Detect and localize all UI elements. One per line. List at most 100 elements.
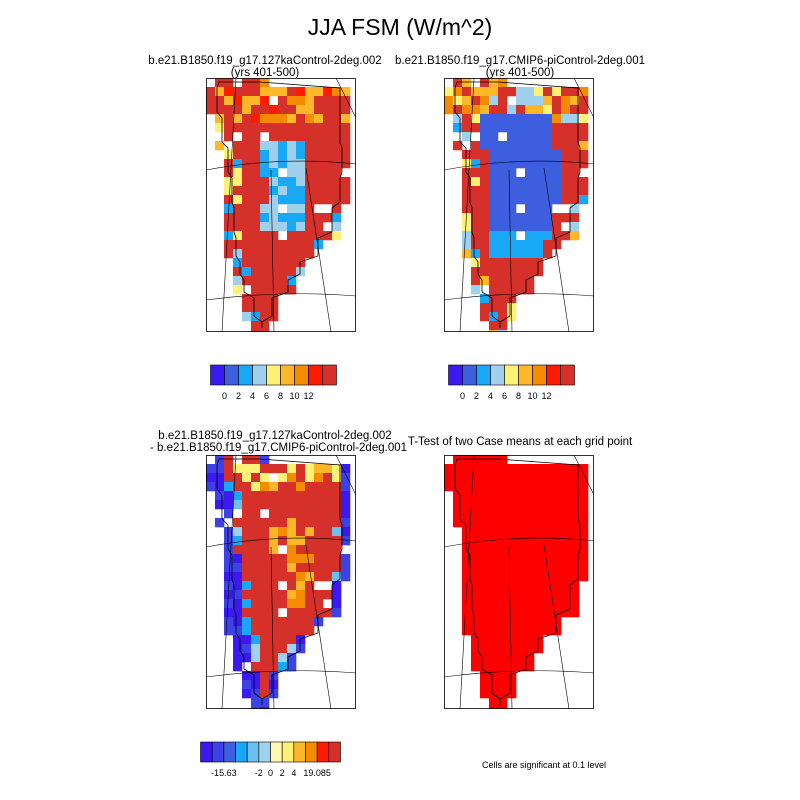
- grid-cell: [341, 123, 351, 133]
- panel3-colorbar: -15.63 -2 0 2 4 19.085: [200, 741, 341, 778]
- grid-cell: [462, 114, 472, 124]
- grid-cell: [332, 123, 342, 133]
- grid-cell: [314, 150, 324, 160]
- grid-cell: [525, 177, 535, 187]
- grid-cell: [507, 240, 517, 250]
- grid-cell: [296, 608, 306, 618]
- grid-cell: [260, 671, 270, 681]
- grid-cell: [480, 500, 490, 510]
- grid-cell: [287, 608, 297, 618]
- grid-cell: [489, 240, 499, 250]
- grid-cell: [552, 500, 562, 510]
- grid-cell: [287, 536, 297, 546]
- latitude-line: [206, 293, 356, 301]
- grid-cell: [242, 455, 252, 465]
- grid-cell: [278, 195, 288, 205]
- grid-cell: [287, 204, 297, 214]
- grid-cell: [498, 545, 508, 555]
- grid-cell: [570, 114, 580, 124]
- grid-cell: [579, 536, 589, 546]
- grid-cell: [561, 87, 571, 97]
- grid-cell: [233, 150, 243, 160]
- longitude-line: [573, 455, 594, 496]
- grid-cell: [332, 87, 342, 97]
- latitude-line: [206, 670, 356, 678]
- grid-cell: [489, 204, 499, 214]
- grid-cell: [242, 563, 252, 573]
- grid-cell: [233, 114, 243, 124]
- grid-cell: [296, 222, 306, 232]
- grid-cell: [323, 96, 333, 106]
- map-cells: [206, 455, 351, 709]
- grid-cell: [269, 617, 279, 627]
- grid-cell: [332, 581, 342, 591]
- grid-cell: [251, 168, 261, 178]
- grid-cell: [314, 599, 324, 609]
- grid-cell: [462, 590, 472, 600]
- grid-cell: [242, 132, 252, 142]
- grid-cell: [296, 491, 306, 501]
- grid-cell: [287, 599, 297, 609]
- grid-cell: [215, 455, 225, 465]
- grid-cell: [471, 527, 481, 537]
- grid-cell: [525, 249, 535, 259]
- colorbar-box: [504, 364, 519, 386]
- grid-cell: [233, 258, 243, 268]
- grid-cell: [507, 518, 517, 528]
- grid-cell: [233, 240, 243, 250]
- map-frame: [206, 78, 356, 332]
- grid-cell: [296, 590, 306, 600]
- grid-cell: [498, 590, 508, 600]
- grid-cell: [287, 168, 297, 178]
- grid-cell: [480, 294, 490, 304]
- grid-cell: [561, 599, 571, 609]
- grid-cell: [305, 240, 315, 250]
- grid-cell: [480, 626, 490, 636]
- grid-cell: [507, 258, 517, 268]
- grid-cell: [269, 267, 279, 277]
- colorbar-tick-label: 8: [278, 391, 283, 401]
- grid-cell: [296, 527, 306, 537]
- grid-cell: [296, 572, 306, 582]
- grid-cell: [534, 240, 544, 250]
- grid-cell: [287, 464, 297, 474]
- grid-cell: [305, 581, 315, 591]
- grid-cell: [516, 123, 526, 133]
- grid-cell: [561, 186, 571, 196]
- grid-cell: [269, 518, 279, 528]
- grid-cell: [314, 141, 324, 151]
- grid-cell: [543, 599, 553, 609]
- grid-cell: [251, 141, 261, 151]
- grid-cell: [224, 554, 234, 564]
- grid-cell: [323, 482, 333, 492]
- grid-cell: [260, 662, 270, 672]
- grid-cell: [260, 87, 270, 97]
- grid-cell: [278, 159, 288, 169]
- grid-cell: [314, 222, 324, 232]
- grid-cell: [233, 231, 243, 241]
- grid-cell: [287, 590, 297, 600]
- grid-cell: [498, 581, 508, 591]
- grid-cell: [287, 159, 297, 169]
- grid-cell: [305, 491, 315, 501]
- figure-title: JJA FSM (W/m^2): [307, 14, 493, 40]
- grid-cell: [269, 464, 279, 474]
- grid-cell: [453, 491, 463, 501]
- grid-cell: [480, 635, 490, 645]
- grid-cell: [534, 141, 544, 151]
- grid-cell: [224, 500, 234, 510]
- grid-cell: [570, 222, 580, 232]
- grid-cell: [552, 159, 562, 169]
- grid-cell: [251, 707, 261, 709]
- grid-cell: [251, 698, 261, 708]
- grid-cell: [242, 141, 252, 151]
- grid-cell: [296, 464, 306, 474]
- grid-cell: [462, 491, 472, 501]
- grid-cell: [471, 114, 481, 124]
- grid-cell: [242, 527, 252, 537]
- grid-cell: [251, 159, 261, 169]
- grid-cell: [552, 626, 562, 636]
- grid-cell: [471, 455, 481, 465]
- grid-cell: [341, 473, 351, 483]
- panel2-map: [444, 78, 594, 332]
